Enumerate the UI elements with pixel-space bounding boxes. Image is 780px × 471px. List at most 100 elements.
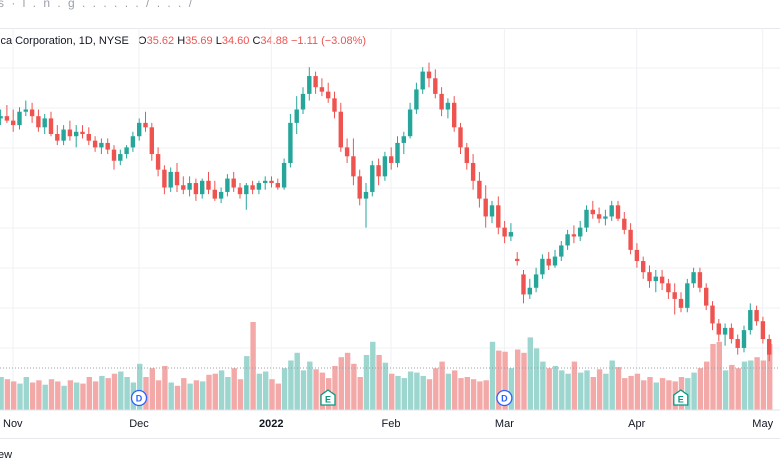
volume-bar [206,374,212,410]
volume-bar [521,352,527,410]
volume-bar [263,371,269,410]
x-tick-label: 2022 [259,418,283,430]
volume-bar [149,368,155,410]
volume-bar [67,380,74,410]
volume-bar [36,380,42,410]
volume-bar [748,360,754,410]
volume-bar [332,366,338,410]
volume-bar [659,378,666,410]
volume-bar [4,379,11,410]
volume-bar [143,377,149,410]
volume-bar [55,381,61,410]
candle [533,267,539,293]
volume-bar [275,383,281,410]
dividend-marker[interactable]: D [496,389,513,407]
candle [489,200,495,224]
volume-bar [256,373,263,410]
volume-bar [685,378,691,410]
volume-bar [704,361,710,410]
candle [622,212,627,235]
candle [464,142,469,170]
volume-bar [716,341,722,410]
volume-bar [609,360,615,410]
candle [515,252,520,266]
high-value: 35.69 [185,35,213,47]
candle [603,209,608,226]
dividend-marker[interactable]: D [130,389,148,407]
volume-bar [546,368,552,410]
candle [552,249,558,268]
volume-bar [269,379,275,410]
candle [748,303,753,335]
earnings-marker[interactable]: E [320,389,336,406]
candle [641,256,646,279]
symbol-name[interactable]: ica Corporation, 1D, NYSE [0,35,129,47]
volume-bar [168,382,174,410]
candle [420,67,425,94]
volume-bar [483,380,489,410]
volume-bar [86,377,92,410]
candle [174,162,180,192]
volume-bar [760,360,767,410]
volume-bar [105,378,111,410]
candlestick-series [0,62,772,362]
time-axis: Nov Dec 2022 Feb Mar Apr May [0,409,780,430]
volume-bar [571,361,578,410]
open-label: O [138,35,147,47]
svg-text:D: D [136,393,143,403]
volume-bar [244,356,250,410]
candle [269,176,274,188]
candle [653,269,658,293]
candle [426,62,432,88]
candle [288,113,293,168]
candle [615,200,621,221]
volume-bar [376,355,382,410]
candle [628,223,633,255]
candle [111,145,117,170]
candle [275,178,280,190]
volume-bar [533,348,540,410]
candle [124,145,129,159]
candle [193,178,199,201]
candle [4,105,10,123]
candle [250,180,255,195]
candle [281,158,287,190]
candle [571,225,577,244]
volume-bar [710,344,716,410]
candle [767,334,772,362]
volume-bar [281,368,288,410]
volume-bar [496,350,502,410]
volume-bar [477,381,483,410]
x-tick-label: Nov [3,418,23,430]
volume-bar [11,381,17,410]
earnings-marker[interactable]: E [673,389,689,406]
candle [149,122,154,161]
candle [363,183,369,228]
volume-bar [735,368,741,410]
volume-bar [691,372,697,410]
candle [143,111,148,132]
x-tick-label: Mar [495,418,514,430]
volume-bar [99,375,105,410]
candle [61,125,66,146]
volume-bar [313,369,319,410]
candle [634,243,640,268]
candle [729,323,734,344]
candle [477,171,482,208]
bottom-toolbar: ew [0,438,780,471]
candle [17,107,22,130]
volume-bar [29,382,36,410]
bottom-label[interactable]: ew [0,449,13,461]
price-chart[interactable]: D E D E Nov Dec 2022 Feb Mar Apr May [0,28,780,438]
candle [256,180,262,195]
candle [401,131,406,155]
candle [263,176,268,190]
close-label: C [252,35,261,47]
volume-bar [48,379,55,410]
candle [647,265,652,288]
candle [118,149,123,166]
volume-bar [200,381,206,410]
candle [42,113,47,134]
candle [74,125,79,148]
volume-bar [338,357,344,410]
